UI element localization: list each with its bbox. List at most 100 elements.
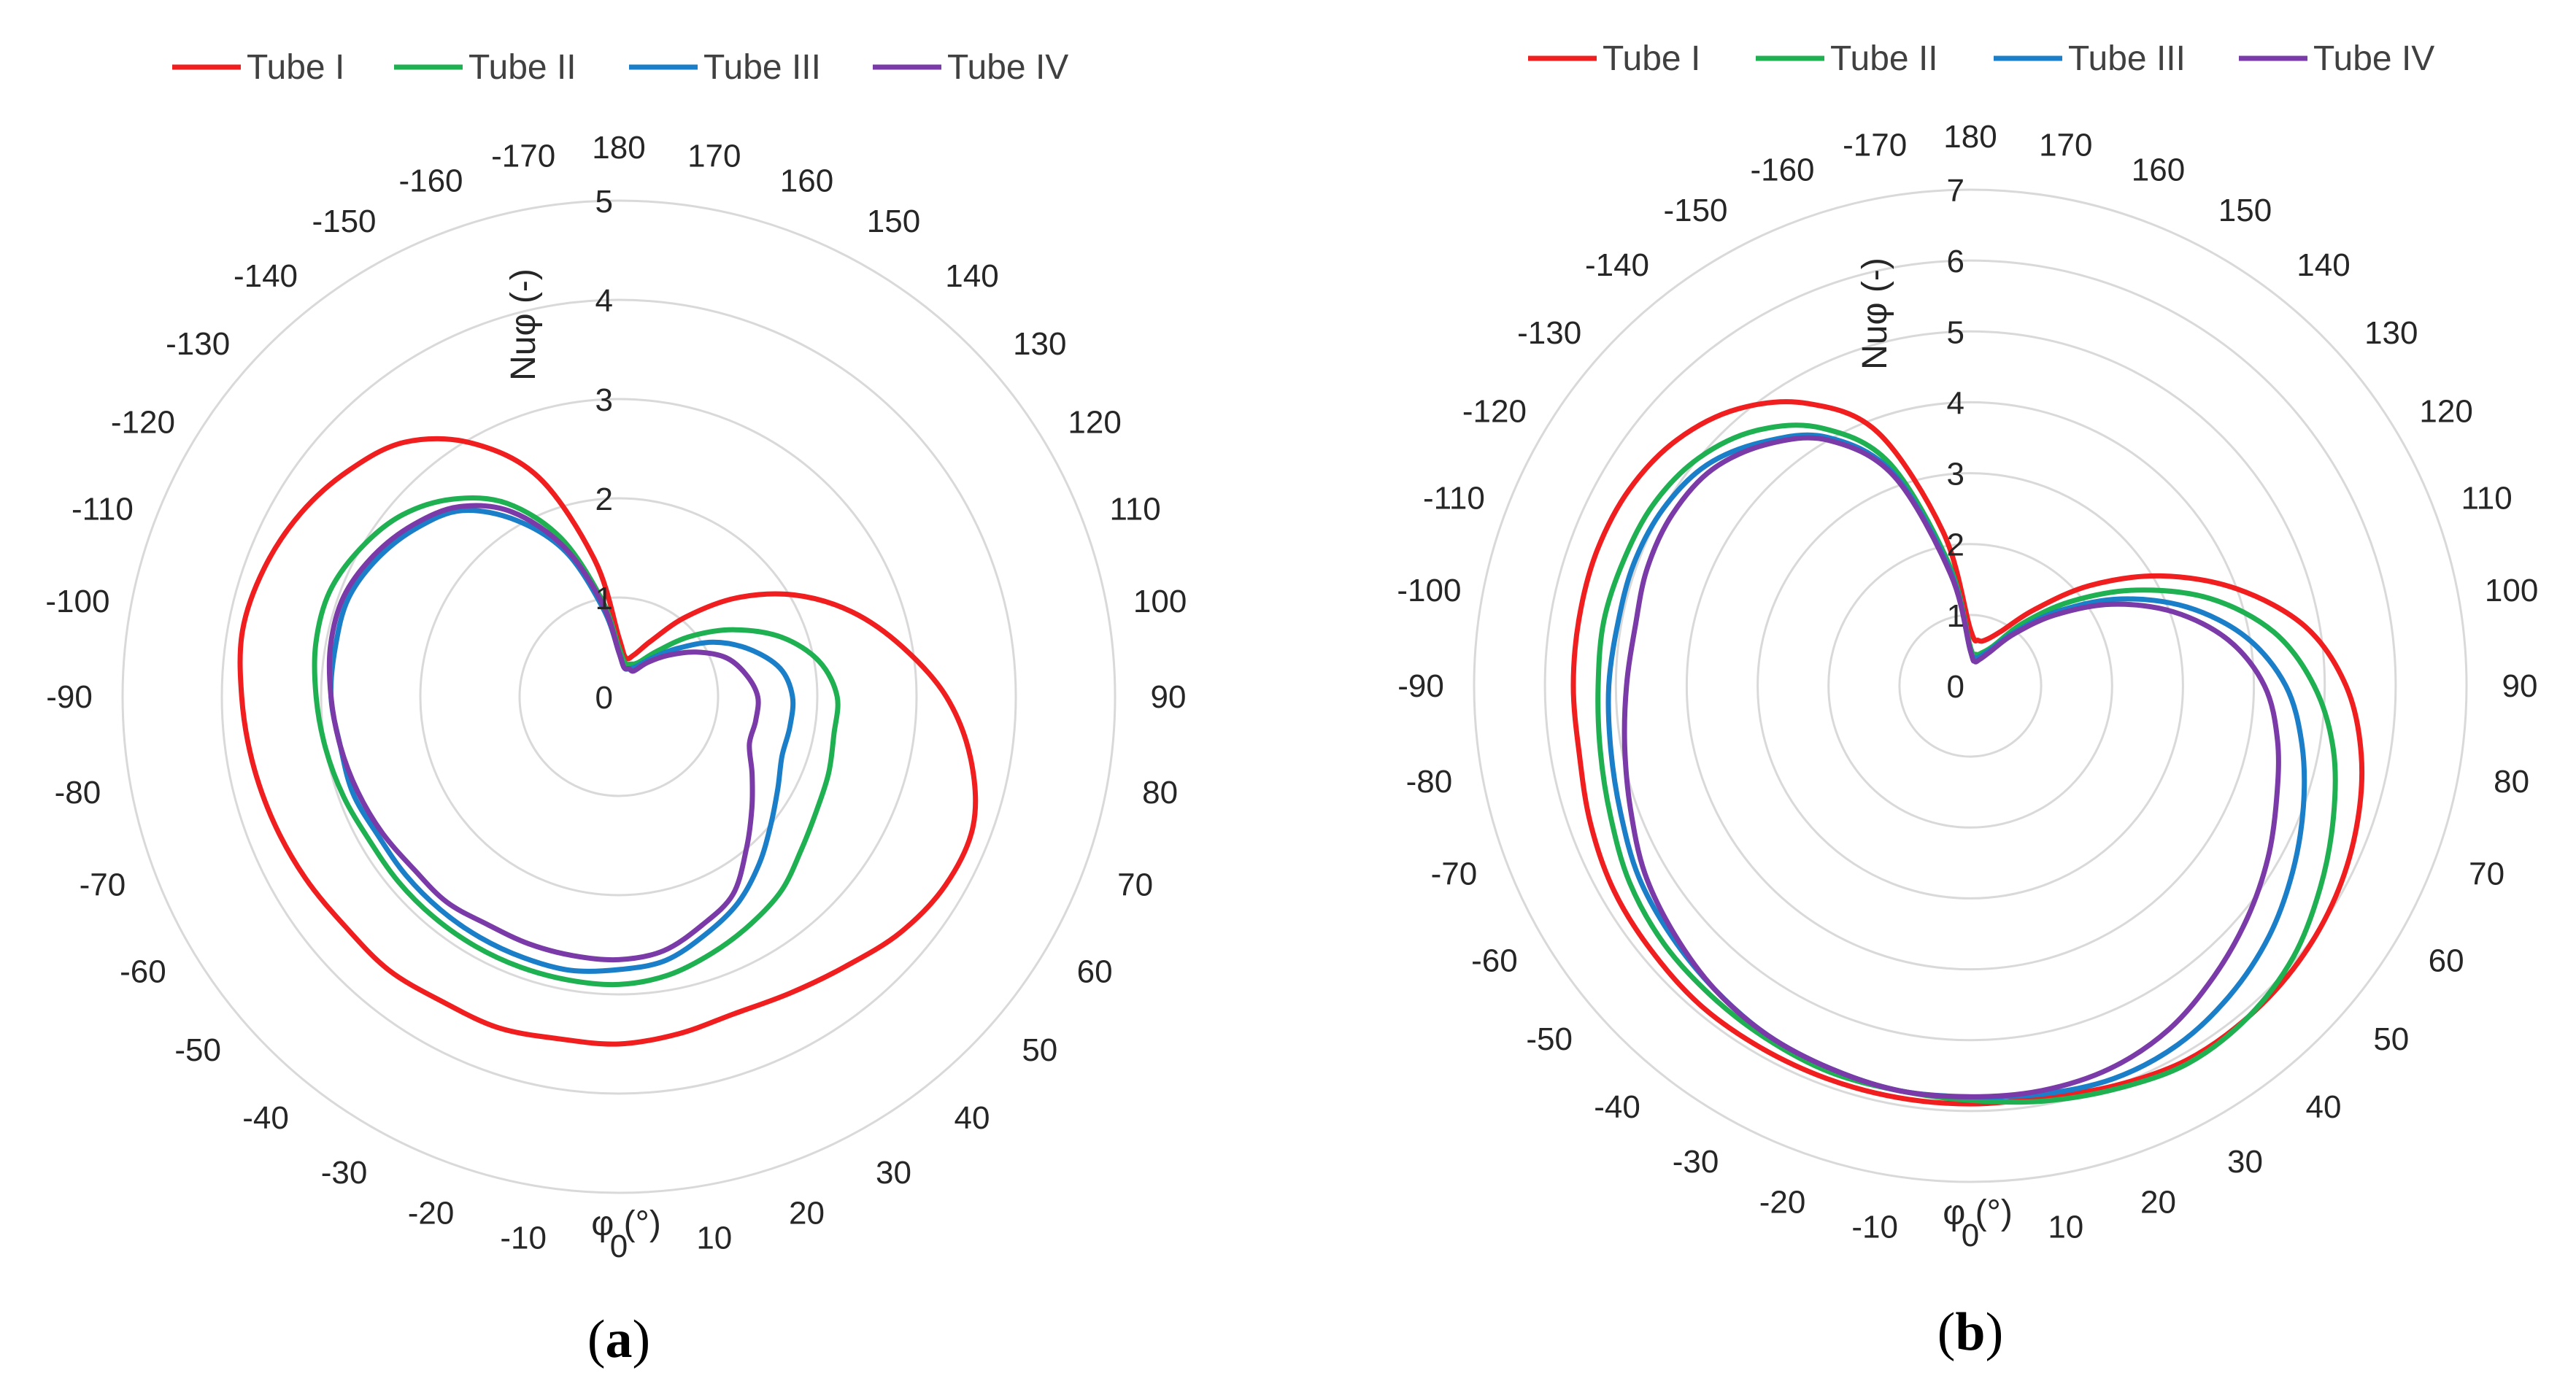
panel-label-b: (b) [1937,1302,2003,1362]
panel-b-chart: Tube I Tube II Tube III Tube IV 0 1020304… [1397,39,2538,1362]
angle-ticks-a: 0 102030405060708090100110120130140150160… [45,130,1187,1264]
radial-tick-b-3: 3 [1947,457,1964,492]
panel-a-chart: Tube I Tube II Tube III Tube IV 0 1020304… [45,48,1187,1369]
series-a [237,436,979,1047]
angle-tick-a-10: 10 [696,1221,732,1256]
radial-tick-b-2: 2 [1947,527,1964,563]
angle-tick-a-140: 140 [945,258,998,294]
angle-tick-a--20: -20 [408,1196,455,1231]
angle-tick-b-80: 80 [2494,764,2529,800]
angle-tick-a--100: -100 [45,584,109,619]
angle-tick-b--100: -100 [1397,573,1461,608]
panel-label-b-letter: b [1955,1302,1985,1362]
legend-a-label-tube-i: Tube I [247,48,344,87]
angle-tick-b-170: 170 [2039,127,2092,163]
radial-tick-a-5: 5 [595,184,613,220]
angle-tick-b-90: 90 [2502,668,2538,704]
panel-label-a: (a) [587,1310,650,1369]
grid-ring-b-3 [1756,472,2184,900]
legend-a-label-tube-iii: Tube III [703,48,821,87]
grid-ring-b-7 [1473,188,2468,1183]
angle-tick-b-100: 100 [2485,573,2538,608]
radial-tick-b-0: 0 [1947,669,1964,705]
legend-b-label-tube-i: Tube I [1603,39,1700,78]
angle-tick-a-60: 60 [1077,954,1113,990]
grid-ring-a-2 [419,497,819,897]
angle-tick-b--20: -20 [1759,1185,1806,1221]
radial-tick-a-4: 4 [595,283,613,319]
angle-tick-a--80: -80 [55,775,101,811]
radial-tick-a-3: 3 [595,382,613,418]
grid-ring-b-4 [1685,401,2256,971]
radial-ticks-b: 0 1 2 3 4 5 6 7 [1947,173,1964,705]
series-line-a-tube-iv [326,503,761,963]
angular-axis-title-a: φ (°) [591,1205,661,1243]
angle-tick-a-30: 30 [876,1155,911,1191]
angle-tick-b--150: -150 [1663,193,1727,228]
grid-ring-b-6 [1543,259,2397,1113]
angle-tick-b-50: 50 [2373,1021,2409,1057]
legend-b: Tube I Tube II Tube III Tube IV [1528,39,2434,78]
angle-tick-a-40: 40 [955,1100,990,1136]
radial-tick-a-0: 0 [595,680,613,716]
grid-a [121,199,1117,1194]
grid-ring-a-4 [220,298,1017,1095]
radial-tick-a-1: 1 [595,581,613,616]
angle-tick-b-180: 180 [1943,119,1997,155]
angle-tick-a--70: -70 [80,867,126,903]
angle-tick-a-120: 120 [1068,405,1121,441]
legend-b-label-tube-iv: Tube IV [2313,39,2434,78]
angle-tick-a--130: -130 [166,326,230,362]
radial-tick-a-2: 2 [595,482,613,517]
angle-tick-a-100: 100 [1133,584,1187,619]
angle-tick-b--90: -90 [1397,668,1444,704]
angle-tick-b--110: -110 [1423,481,1485,517]
angle-tick-b-110: 110 [2461,481,2513,517]
series-line-b-tube-iv [1621,435,2281,1099]
series-line-a-tube-ii [312,495,841,988]
angle-tick-b--160: -160 [1750,152,1814,187]
angle-tick-a-130: 130 [1013,326,1066,362]
angle-tick-a-110: 110 [1110,492,1161,527]
radial-tick-b-7: 7 [1947,173,1964,209]
angle-tick-a--30: -30 [321,1155,368,1191]
angle-tick-b--50: -50 [1526,1021,1573,1057]
angle-tick-a--110: -110 [72,492,134,527]
angle-tick-b--60: -60 [1471,943,1518,979]
angle-tick-b-70: 70 [2469,857,2504,892]
series-line-a-tube-i [237,436,979,1047]
angle-tick-b--30: -30 [1673,1144,1719,1180]
series-line-b-tube-i [1570,399,2365,1107]
angle-tick-b-160: 160 [2132,152,2185,187]
angle-tick-b--10: -10 [1851,1210,1898,1245]
radial-tick-b-5: 5 [1947,314,1964,350]
panel-label-a-letter: a [606,1310,633,1369]
angle-ticks-b: 0 102030405060708090100110120130140150160… [1397,119,2538,1253]
angle-tick-a-80: 80 [1142,775,1178,811]
angle-tick-b--70: -70 [1431,857,1478,892]
angle-tick-b--130: -130 [1517,315,1581,351]
angle-tick-b-130: 130 [2364,315,2418,351]
angle-tick-b-0: 0 [1962,1218,1979,1253]
radial-tick-b-1: 1 [1947,598,1964,634]
radial-tick-b-4: 4 [1947,385,1964,421]
angle-tick-a--50: -50 [174,1032,221,1068]
angle-tick-a--10: -10 [500,1221,547,1256]
series-line-a-tube-iii [328,508,796,974]
angular-axis-title-b: φ (°) [1943,1194,2013,1232]
angle-tick-a-90: 90 [1151,679,1187,715]
legend-a-label-tube-iv: Tube IV [947,48,1068,87]
angle-tick-b--120: -120 [1462,394,1527,430]
angle-tick-a--120: -120 [111,405,175,441]
angle-tick-b-60: 60 [2429,943,2464,979]
angle-tick-a-50: 50 [1022,1032,1057,1068]
radial-axis-title-b: Nuφ (-) [1856,258,1894,370]
legend-b-label-tube-ii: Tube II [1830,39,1938,78]
angle-tick-a-70: 70 [1117,867,1153,903]
angle-tick-a--150: -150 [312,204,376,239]
angle-tick-a--160: -160 [398,163,463,198]
angle-tick-b-40: 40 [2306,1089,2342,1125]
angle-tick-b-140: 140 [2297,247,2350,283]
angle-tick-a-160: 160 [780,163,833,198]
